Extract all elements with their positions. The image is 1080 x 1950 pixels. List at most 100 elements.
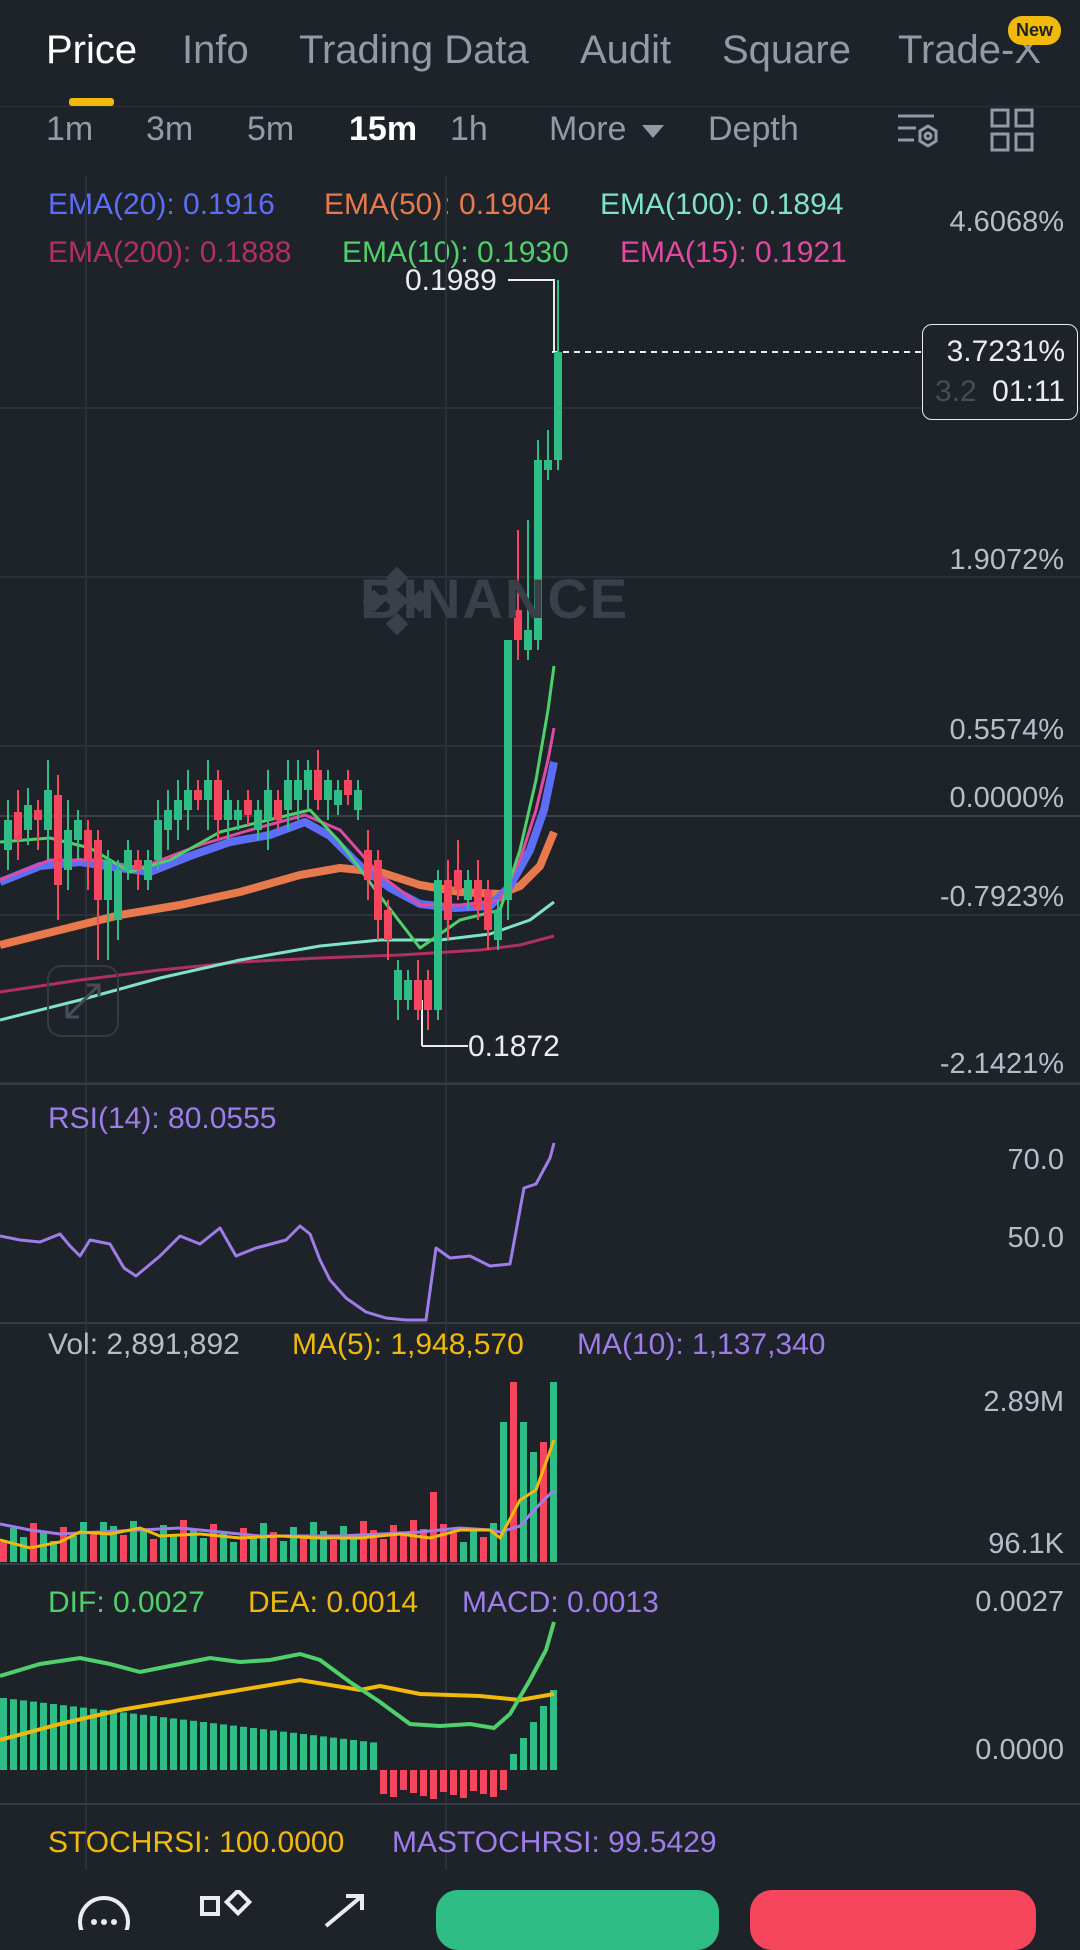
axis-label: 0.5574%	[949, 714, 1065, 746]
macd-bar	[0, 1698, 7, 1770]
candle-body	[164, 810, 172, 830]
vol-ma5-label: MA(5): 1,948,570	[292, 1328, 524, 1361]
layout-grid-icon[interactable]	[990, 108, 1034, 152]
macd-bar	[60, 1705, 67, 1770]
candle-body	[284, 780, 292, 810]
candle-body	[74, 820, 82, 840]
macd-bar	[100, 1710, 107, 1770]
candle-body	[44, 790, 52, 830]
volume-bar	[110, 1526, 117, 1562]
candle-body	[194, 790, 202, 800]
tab-audit[interactable]: Audit	[580, 28, 672, 72]
interval-more-label: More	[549, 110, 627, 148]
expand-icon	[65, 983, 101, 1019]
chevron-down-icon	[641, 124, 664, 138]
macd-bar	[320, 1736, 327, 1770]
macd-bar	[270, 1730, 277, 1770]
tab-trading-data[interactable]: Trading Data	[299, 28, 529, 72]
buy-button[interactable]	[436, 1890, 719, 1950]
volume-bar	[210, 1524, 217, 1562]
volume-bar	[30, 1523, 37, 1562]
candle-body	[394, 970, 402, 1000]
mastochrsi-label: MASTOCHRSI: 99.5429	[392, 1826, 717, 1859]
candle-body	[464, 880, 472, 900]
candle-body	[374, 860, 382, 920]
candle-body	[484, 890, 492, 930]
stochrsi-label: STOCHRSI: 100.0000	[48, 1826, 345, 1859]
candle-body	[184, 790, 192, 810]
interval-depth[interactable]: Depth	[708, 110, 799, 148]
macd-bar	[70, 1706, 77, 1770]
candle-body	[94, 840, 102, 900]
interval-5m[interactable]: 5m	[247, 110, 295, 148]
macd-bar	[40, 1702, 47, 1770]
tab-square[interactable]: Square	[722, 28, 851, 72]
apps-icon[interactable]	[198, 1890, 254, 1930]
candle-body	[454, 870, 462, 890]
tab-info[interactable]: Info	[182, 28, 249, 72]
ema15-line	[0, 727, 556, 907]
macd-bar	[410, 1770, 417, 1793]
candle-body	[324, 780, 332, 800]
macd-bar	[360, 1741, 367, 1770]
macd-bar	[150, 1716, 157, 1770]
volume-bar	[150, 1539, 157, 1562]
macd-bar	[80, 1707, 87, 1770]
share-icon[interactable]	[318, 1890, 374, 1930]
candle-body	[4, 820, 12, 850]
macd-bar	[510, 1754, 517, 1770]
macd-bar	[170, 1718, 177, 1770]
volume-bar	[310, 1522, 317, 1562]
candle-body	[404, 980, 412, 1000]
ema100-line	[0, 900, 555, 1022]
current-price-pct: 3.7231%	[946, 335, 1065, 368]
active-tab-indicator	[69, 98, 114, 106]
volume-bar	[130, 1521, 137, 1562]
dea-line	[0, 1677, 555, 1742]
interval-more[interactable]: More	[549, 110, 664, 149]
volume-bar	[240, 1528, 247, 1562]
macd-axis-label: 0.0000	[975, 1734, 1064, 1766]
volume-bar	[120, 1535, 127, 1562]
candle-body	[364, 850, 372, 880]
volume-bar	[40, 1532, 47, 1562]
volume-bars	[0, 1382, 557, 1562]
chat-icon[interactable]	[76, 1890, 132, 1930]
macd-axis-label: 0.0027	[975, 1586, 1064, 1618]
expand-button[interactable]	[47, 965, 119, 1037]
current-price-box: 3.7231% 01:11 3.2	[922, 324, 1078, 420]
interval-1m[interactable]: 1m	[46, 110, 94, 148]
candle-body	[334, 790, 342, 805]
candle-body	[434, 880, 442, 1010]
candle-body	[424, 980, 432, 1010]
macd-bar	[540, 1706, 547, 1770]
interval-1h[interactable]: 1h	[450, 110, 488, 148]
rsi-label: RSI(14): 80.0555	[48, 1102, 277, 1135]
sell-button[interactable]	[750, 1890, 1036, 1950]
candles-layer	[4, 280, 562, 1030]
volume-bar	[80, 1522, 87, 1562]
volume-bar	[300, 1536, 307, 1562]
ema10-label: EMA(10): 0.1930	[342, 236, 569, 269]
macd-bar	[530, 1722, 537, 1770]
candle-body	[514, 610, 522, 640]
tab-price[interactable]: Price	[46, 28, 138, 72]
interval-3m[interactable]: 3m	[146, 110, 194, 148]
vol-axis-label: 2.89M	[983, 1386, 1064, 1418]
macd-bar	[420, 1770, 427, 1796]
macd-bar	[350, 1740, 357, 1770]
interval-15m[interactable]: 15m	[349, 110, 418, 148]
candle-body	[84, 830, 92, 860]
volume-bar	[170, 1534, 177, 1562]
vol-ma10-label: MA(10): 1,137,340	[577, 1328, 826, 1361]
volume-bar	[550, 1382, 557, 1562]
dea-label: DEA: 0.0014	[248, 1586, 419, 1619]
axis-label: -2.1421%	[939, 1048, 1064, 1080]
chart-settings-icon[interactable]	[896, 108, 940, 152]
volume-bar	[450, 1533, 457, 1562]
candle-body	[524, 630, 532, 650]
macd-bar	[300, 1734, 307, 1770]
candle-body	[304, 770, 312, 790]
volume-bar	[290, 1527, 297, 1562]
